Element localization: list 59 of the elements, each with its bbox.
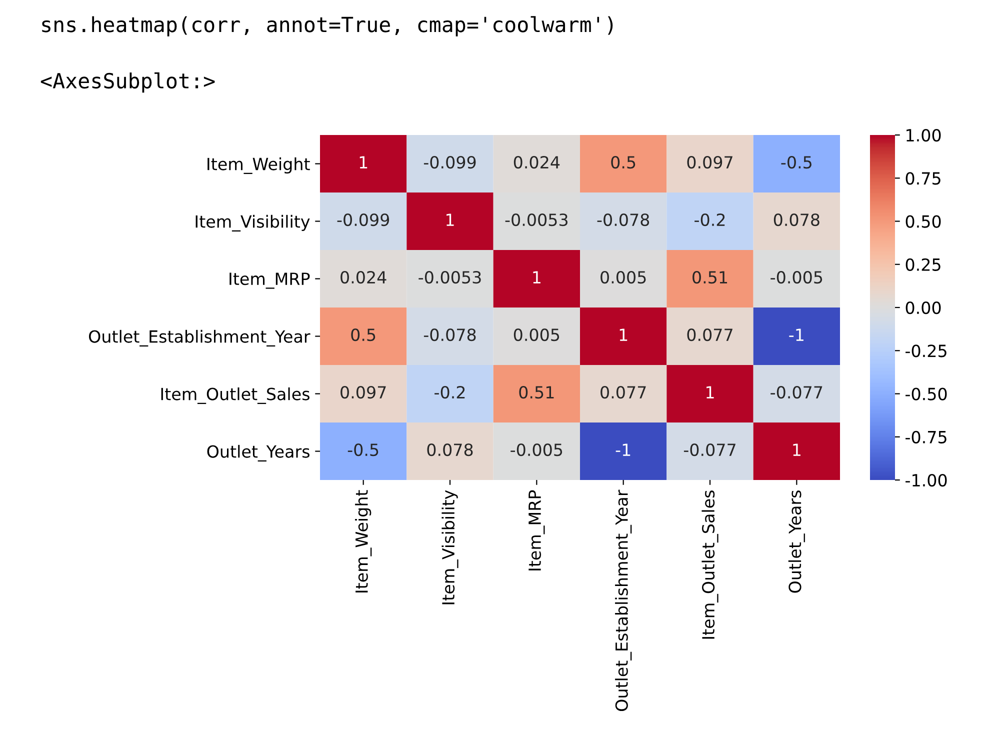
x-tick-label: Item_Weight	[355, 490, 372, 592]
data-label: -0.0053	[505, 213, 568, 226]
color-bar-label: 0.00	[906, 301, 941, 314]
data-label: 1	[793, 444, 800, 456]
x-tick-label: Item_Outlet_Sales	[702, 490, 718, 639]
data-label: -0.0053	[418, 270, 481, 284]
y-tick-label: Item_Weight	[208, 157, 310, 174]
color-bar-label: 0.50	[906, 215, 941, 228]
data-label: 0.024	[514, 156, 560, 169]
color-bar-label: -1.00	[906, 474, 947, 487]
data-label: 1	[706, 386, 714, 398]
x-tick-label: Outlet_Establishment_Year	[615, 490, 632, 712]
data-label: -0.5	[781, 156, 812, 169]
y-tick-label: Outlet_Establishment_Year	[88, 330, 310, 347]
color-bar-label: 0.75	[906, 172, 940, 185]
text: sns.heatmap(corr, annot=True, cmap='coolwarm')	[42, 16, 613, 36]
data-label: 1	[620, 328, 628, 341]
data-label: 0.51	[692, 270, 728, 284]
y-tick-label: Item_Visibility	[196, 214, 310, 232]
data-label: 0.51	[519, 386, 554, 399]
data-label: -0.5	[348, 443, 378, 456]
data-label: 0.077	[687, 328, 732, 342]
data-label: -0.099	[424, 156, 476, 169]
data-label: 0.5	[611, 156, 636, 169]
data-label: 1	[533, 271, 540, 284]
text: <AxesSubplot:>	[40, 72, 215, 93]
color-bar-label: -0.75	[906, 430, 946, 444]
data-label: 0.097	[687, 156, 732, 169]
data-label: 0.097	[340, 386, 386, 399]
data-label: -0.099	[337, 213, 390, 226]
data-label: 0.078	[774, 213, 820, 226]
data-label: -0.078	[597, 213, 650, 226]
y-tick-label: Item_MRP	[230, 272, 310, 289]
x-tick-label: Outlet_Years	[788, 490, 805, 593]
x-tick-label: Item_Visibility	[442, 490, 458, 604]
data-label: -1	[616, 444, 630, 456]
x-tick-label: Item_MRP	[528, 490, 545, 570]
color-bar-label: 1.00	[906, 128, 941, 142]
data-label: 0.078	[427, 443, 473, 456]
data-label: -0.078	[424, 328, 476, 342]
data-label: 0.005	[600, 270, 646, 284]
y-tick-label: Item_Outlet_Sales	[161, 387, 310, 404]
data-label: -0.005	[770, 270, 822, 284]
color-bar-label: -0.50	[906, 388, 947, 400]
data-label: -0.077	[770, 386, 822, 399]
color-bar-label: 0.25	[906, 258, 940, 271]
data-label: -0.077	[684, 443, 736, 456]
data-label: -0.2	[434, 386, 465, 399]
data-label: -0.2	[694, 213, 725, 226]
data-label: 0.024	[340, 270, 386, 284]
data-label: 1	[360, 156, 368, 168]
data-label: 0.077	[600, 386, 646, 399]
y-tick-label: Outlet_Years	[207, 444, 310, 462]
data-label: 1	[446, 214, 454, 226]
data-label: -1	[789, 328, 804, 341]
data-label: 0.005	[514, 328, 560, 342]
data-label: 0.5	[351, 328, 376, 342]
data-label: -0.005	[510, 443, 562, 456]
color-bar-label: -0.25	[906, 344, 946, 358]
